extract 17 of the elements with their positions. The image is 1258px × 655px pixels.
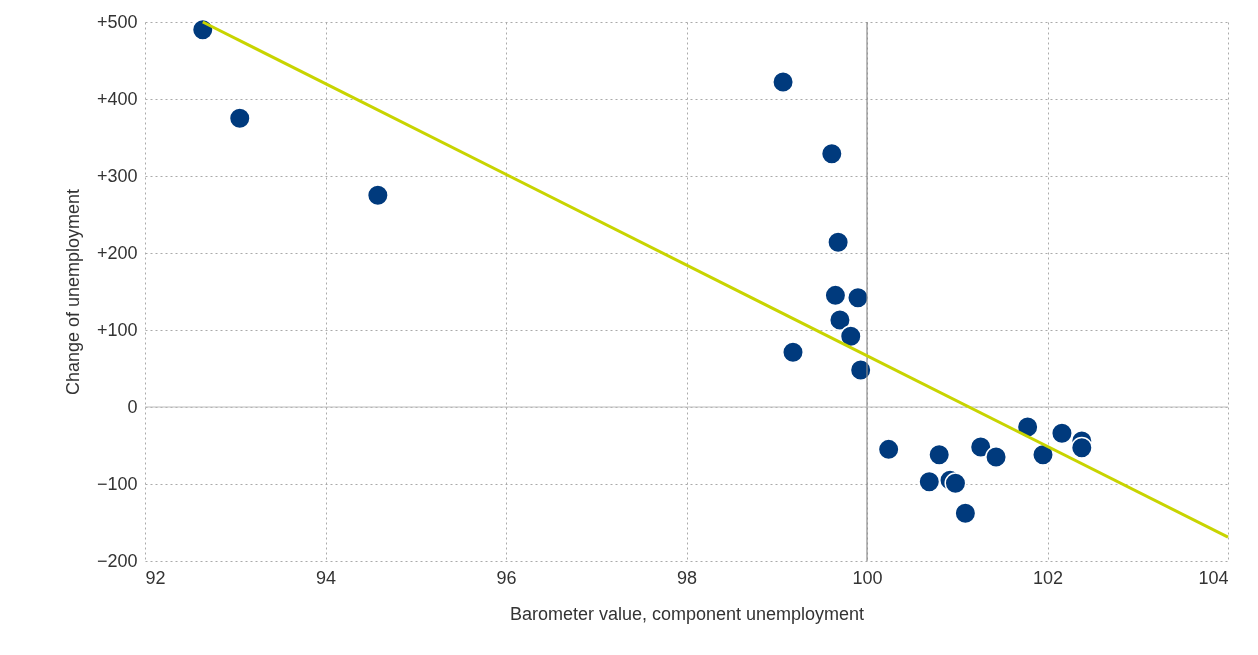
x-tick-label: 100	[852, 567, 883, 588]
x-tick-label: 102	[1032, 567, 1064, 588]
y-tick-label: +500	[96, 11, 138, 32]
y-axis-title: Change of unemployment	[62, 188, 83, 396]
y-tick-label: −200	[96, 550, 138, 571]
y-tick-label: +300	[96, 165, 138, 186]
y-tick-label: +100	[96, 319, 138, 340]
x-tick-label: 98	[676, 567, 698, 588]
x-tick-label: 104	[1198, 567, 1229, 588]
y-tick-label: −100	[96, 473, 138, 494]
y-tick-label: 0	[127, 396, 138, 417]
y-tick-label: +200	[96, 242, 138, 263]
x-tick-label: 92	[145, 567, 166, 588]
y-tick-label: +400	[96, 88, 138, 109]
x-tick-label: 96	[496, 567, 517, 588]
x-axis-title: Barometer value, component unemployment	[509, 603, 865, 624]
x-tick-label: 94	[315, 567, 337, 588]
